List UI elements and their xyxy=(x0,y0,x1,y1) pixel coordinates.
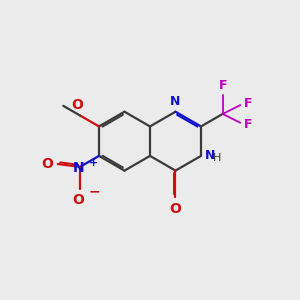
Text: −: − xyxy=(89,184,100,198)
Text: N: N xyxy=(73,161,84,176)
Text: F: F xyxy=(218,80,227,92)
Text: O: O xyxy=(169,202,181,215)
Text: O: O xyxy=(41,157,53,171)
Text: O: O xyxy=(72,98,83,112)
Text: F: F xyxy=(244,97,252,110)
Text: H: H xyxy=(213,153,222,163)
Text: +: + xyxy=(89,158,98,168)
Text: N: N xyxy=(170,95,181,108)
Text: N: N xyxy=(205,149,215,162)
Text: O: O xyxy=(73,193,84,206)
Text: F: F xyxy=(244,118,252,131)
